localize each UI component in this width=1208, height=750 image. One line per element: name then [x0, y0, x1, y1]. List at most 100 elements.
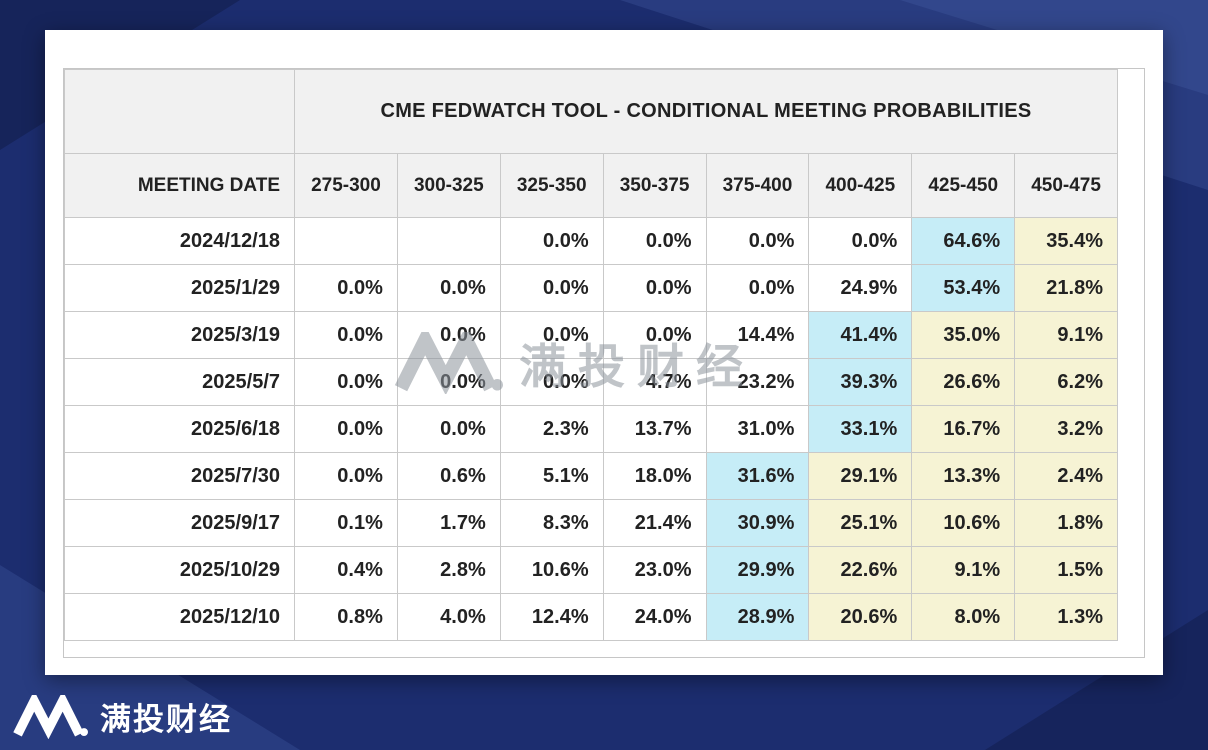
probability-cell: 8.0% — [911, 593, 1016, 641]
rate-range-header: 325-350 — [499, 153, 604, 218]
probability-cell: 23.0% — [602, 546, 707, 594]
brand-m-icon — [13, 694, 88, 739]
table-row: 2025/5/7 0.0% 0.0% 0.0% 4.7% 23.2% 39.3% 26.6% 6… — [64, 358, 1118, 406]
column-header-row: MEETING DATE 275-300 300-325 325-350 350-37… — [64, 153, 1118, 218]
probability-cell: 25.1% — [808, 499, 913, 547]
probability-cell: 1.7% — [396, 499, 501, 547]
table-frame: CME FEDWATCH TOOL - CONDITIONAL MEETING … — [63, 68, 1145, 658]
probability-cell: 24.0% — [602, 593, 707, 641]
probability-cell: 29.1% — [808, 452, 913, 500]
probability-cell: 0.0% — [294, 358, 398, 406]
probability-cell: 16.7% — [911, 405, 1016, 453]
probability-cell: 0.0% — [602, 264, 707, 312]
probability-cell: 0.0% — [396, 405, 501, 453]
probability-cell: 39.3% — [808, 358, 913, 406]
probability-cell: 31.0% — [705, 405, 810, 453]
meeting-date-cell: 2025/5/7 — [64, 358, 295, 406]
table-row: 2025/3/19 0.0% 0.0% 0.0% 0.0% 14.4% 41.4% 35.0%… — [64, 311, 1118, 359]
meeting-date-cell: 2025/7/30 — [64, 452, 295, 500]
probability-cell: 24.9% — [808, 264, 913, 312]
probability-cell: 23.2% — [705, 358, 810, 406]
probability-cell: 4.0% — [396, 593, 501, 641]
probability-cell: 0.0% — [705, 217, 810, 265]
probability-cell: 0.0% — [294, 405, 398, 453]
probability-cell: 20.6% — [808, 593, 913, 641]
probability-cell: 26.6% — [911, 358, 1016, 406]
probability-cell: 0.6% — [396, 452, 501, 500]
probability-cell: 6.2% — [1014, 358, 1118, 406]
probability-cell: 0.8% — [294, 593, 398, 641]
meeting-date-cell: 2025/10/29 — [64, 546, 295, 594]
meeting-date-header: MEETING DATE — [64, 153, 295, 218]
probability-cell: 28.9% — [705, 593, 810, 641]
probability-cell: 2.4% — [1014, 452, 1118, 500]
meeting-date-cell: 2025/6/18 — [64, 405, 295, 453]
rate-range-header: 275-300 — [294, 153, 398, 218]
probability-cell: 31.6% — [705, 452, 810, 500]
probability-cell: 0.0% — [499, 358, 604, 406]
probability-cell: 5.1% — [499, 452, 604, 500]
probability-cell: 10.6% — [499, 546, 604, 594]
table-card: CME FEDWATCH TOOL - CONDITIONAL MEETING … — [45, 30, 1163, 675]
probability-cell: 33.1% — [808, 405, 913, 453]
probability-cell: 0.0% — [294, 452, 398, 500]
probability-cell: 1.3% — [1014, 593, 1118, 641]
probability-cell: 13.3% — [911, 452, 1016, 500]
brand-name: 满投财经 — [100, 702, 232, 737]
probability-cell: 1.5% — [1014, 546, 1118, 594]
probability-cell: 9.1% — [911, 546, 1016, 594]
probability-cell: 0.0% — [294, 264, 398, 312]
probability-cell: 0.1% — [294, 499, 398, 547]
table-row: 2025/7/30 0.0% 0.6% 5.1% 18.0% 31.6% 29.1% 13.3… — [64, 452, 1118, 500]
table-title: CME FEDWATCH TOOL - CONDITIONAL MEETING … — [294, 69, 1118, 154]
probability-cell: 9.1% — [1014, 311, 1118, 359]
probability-cell: 0.0% — [602, 217, 707, 265]
probability-cell: 4.7% — [602, 358, 707, 406]
probability-cell: 41.4% — [808, 311, 913, 359]
probability-cell: 14.4% — [705, 311, 810, 359]
rate-range-header: 450-475 — [1014, 153, 1118, 218]
probability-cell: 0.0% — [294, 311, 398, 359]
rate-range-header: 425-450 — [911, 153, 1016, 218]
probability-cell: 64.6% — [911, 217, 1016, 265]
probability-cell: 1.8% — [1014, 499, 1118, 547]
probability-cell: 3.2% — [1014, 405, 1118, 453]
rate-range-header: 350-375 — [602, 153, 707, 218]
probability-cell: 0.0% — [808, 217, 913, 265]
probability-cell: 35.4% — [1014, 217, 1118, 265]
probability-cell: 0.0% — [499, 311, 604, 359]
probability-cell: 0.0% — [602, 311, 707, 359]
probability-cell: 18.0% — [602, 452, 707, 500]
title-row: CME FEDWATCH TOOL - CONDITIONAL MEETING … — [64, 69, 1118, 154]
probability-cell: 0.4% — [294, 546, 398, 594]
corner-cell — [64, 69, 295, 154]
probability-cell: 10.6% — [911, 499, 1016, 547]
probability-cell: 12.4% — [499, 593, 604, 641]
probability-cell: 30.9% — [705, 499, 810, 547]
probability-cell: 2.8% — [396, 546, 501, 594]
probability-cell — [294, 217, 398, 265]
probability-cell: 21.8% — [1014, 264, 1118, 312]
probability-cell: 0.0% — [396, 358, 501, 406]
probability-cell: 0.0% — [499, 264, 604, 312]
table-row: 2025/6/18 0.0% 0.0% 2.3% 13.7% 31.0% 33.1% 16.7… — [64, 405, 1118, 453]
brand-logo: 满投财经 — [12, 694, 232, 739]
probability-cell: 0.0% — [396, 311, 501, 359]
meeting-date-cell: 2025/9/17 — [64, 499, 295, 547]
probability-cell: 0.0% — [499, 217, 604, 265]
probability-cell: 8.3% — [499, 499, 604, 547]
probability-cell: 2.3% — [499, 405, 604, 453]
fedwatch-table: CME FEDWATCH TOOL - CONDITIONAL MEETING … — [64, 69, 1118, 641]
rate-range-header: 400-425 — [808, 153, 913, 218]
probability-cell: 13.7% — [602, 405, 707, 453]
meeting-date-cell: 2025/3/19 — [64, 311, 295, 359]
meeting-date-cell: 2025/12/10 — [64, 593, 295, 641]
probability-cell: 53.4% — [911, 264, 1016, 312]
meeting-date-cell: 2024/12/18 — [64, 217, 295, 265]
probability-cell: 0.0% — [396, 264, 501, 312]
rate-range-header: 375-400 — [705, 153, 810, 218]
probability-cell: 0.0% — [705, 264, 810, 312]
probability-cell: 21.4% — [602, 499, 707, 547]
rate-range-header: 300-325 — [396, 153, 501, 218]
